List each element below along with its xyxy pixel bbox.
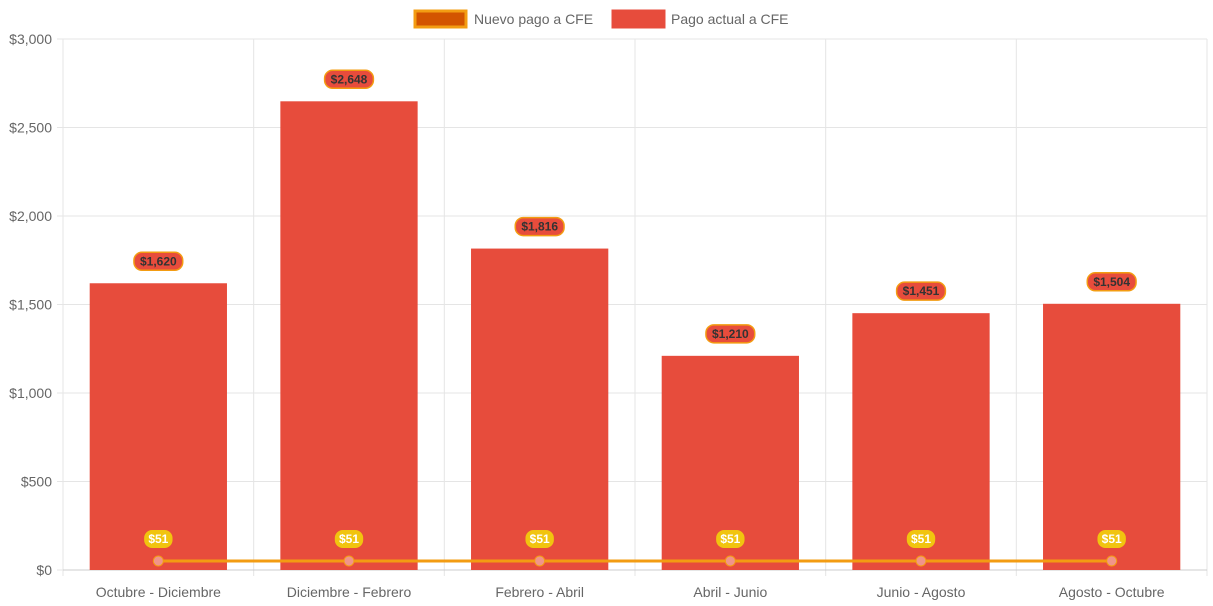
bar-data-label: $1,504 <box>1086 272 1137 292</box>
bar-data-label-box <box>514 216 565 237</box>
bars <box>89 101 1181 570</box>
line-point <box>915 555 927 567</box>
bar-data-label-text: $1,504 <box>1093 275 1130 289</box>
y-tick-label: $2,500 <box>9 120 52 136</box>
bar <box>471 248 609 570</box>
y-tick-label: $0 <box>36 562 52 578</box>
bar <box>280 101 418 570</box>
legend-swatch-pago-actual <box>611 9 666 29</box>
bar-data-label-box <box>705 324 756 344</box>
x-tick-label: Febrero - Abril <box>495 584 584 600</box>
bar <box>852 313 990 570</box>
y-tick-label: $3,000 <box>9 31 52 47</box>
x-tick-label: Diciembre - Febrero <box>287 584 412 600</box>
line-points <box>152 555 1118 567</box>
line-point <box>1106 555 1118 567</box>
line-data-label: $51 <box>1097 529 1126 548</box>
bar-data-label: $1,620 <box>133 251 184 272</box>
line-data-label-box <box>716 529 745 548</box>
bar-data-label-text: $1,451 <box>903 284 940 298</box>
bar-data-label: $1,816 <box>514 216 565 237</box>
x-tick-label: Junio - Agosto <box>877 584 966 600</box>
gridlines: $0 $500 $1,000 $1,500 $2,000 $2,500 $3,000 Octu… <box>9 31 1208 600</box>
x-tick-label: Agosto - Octubre <box>1059 584 1165 600</box>
line-point <box>534 555 546 567</box>
line-data-label: $51 <box>525 529 554 548</box>
bar-data-label-box <box>1086 272 1137 292</box>
bar-data-label-text: $1,210 <box>712 327 749 341</box>
y-tick-label: $500 <box>21 474 52 490</box>
line-data-label-text: $51 <box>911 532 931 546</box>
line-data-label-text: $51 <box>1102 532 1122 546</box>
bar <box>1043 303 1181 570</box>
bar-data-label-text: $2,648 <box>331 72 368 86</box>
line-data-label-text: $51 <box>339 532 359 546</box>
line-data-label-text: $51 <box>148 532 168 546</box>
line-data-label-box <box>144 529 173 548</box>
line-data-label: $51 <box>144 529 173 548</box>
bar-data-label: $1,451 <box>895 281 947 301</box>
bar <box>89 283 227 570</box>
line-data-label-box <box>334 529 364 548</box>
legend: Nuevo pago a CFE Pago actual a CFE <box>413 9 789 29</box>
bar-data-label-text: $1,816 <box>521 220 558 234</box>
bar-data-label-box <box>895 281 947 301</box>
bar-data-label: $1,210 <box>705 324 756 344</box>
y-tick-label: $1,500 <box>9 297 52 313</box>
line-data-label-box <box>1097 529 1126 548</box>
y-tick-label: $1,000 <box>9 385 52 401</box>
line-point <box>724 555 736 567</box>
y-tick-label: $2,000 <box>9 208 52 224</box>
bar-data-label-text: $1,620 <box>140 254 177 268</box>
line-data-label: $51 <box>334 529 364 548</box>
bar-data-label-box <box>133 251 184 272</box>
line-point <box>343 555 355 567</box>
line-point <box>152 555 164 567</box>
line-data-label-box <box>525 529 554 548</box>
legend-swatch-nuevo-pago <box>413 9 468 29</box>
x-tick-label: Octubre - Diciembre <box>96 584 221 600</box>
x-tick-label: Abril - Junio <box>693 584 767 600</box>
line-data-label: $51 <box>906 529 936 548</box>
line-data-label: $51 <box>716 529 745 548</box>
legend-label-pago-actual: Pago actual a CFE <box>671 11 789 27</box>
line-data-label-box <box>906 529 936 548</box>
legend-label-nuevo-pago: Nuevo pago a CFE <box>474 11 593 27</box>
bar-data-label: $2,648 <box>323 69 375 90</box>
line-data-label-text: $51 <box>720 532 740 546</box>
bar-data-label-box <box>323 69 375 90</box>
line-data-label-text: $51 <box>530 532 550 546</box>
